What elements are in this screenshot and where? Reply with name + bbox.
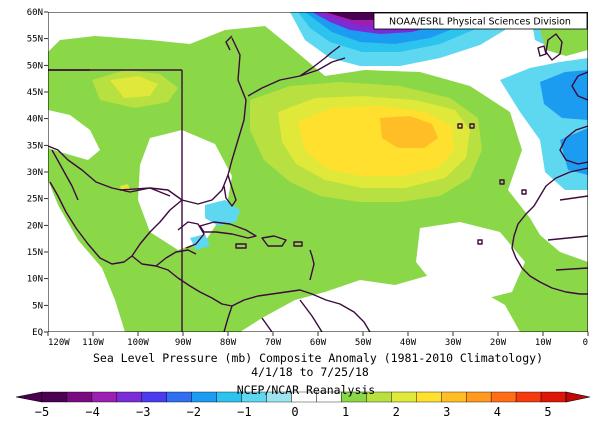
colorbar-label: −3 [136, 405, 150, 419]
lat-tick-label: 40N [27, 115, 43, 125]
colorbar-label: 3 [443, 405, 450, 419]
lon-tick-label: 120W [48, 338, 70, 348]
lat-tick-label: 60N [27, 8, 43, 18]
credit-text: NOAA/ESRL Physical Sciences Division [389, 17, 571, 28]
lat-tick-label: 35N [27, 141, 43, 151]
contour-blue-ne [540, 70, 588, 120]
colorbar-segment [41, 391, 68, 403]
lon-tick-label: 100W [127, 338, 149, 348]
lon-tick-label: 60W [310, 338, 327, 348]
lat-tick-label: 45N [27, 88, 43, 98]
lon-tick-label: 10W [535, 338, 552, 348]
lat-tick-label: 50N [27, 61, 43, 71]
colorbar-label: −4 [85, 405, 99, 419]
colorbar-segment [391, 391, 417, 403]
colorbar-label: 2 [393, 405, 400, 419]
lon-tick-label: 90W [175, 338, 192, 348]
contour-white-west [48, 110, 100, 160]
lon-tick-label: 30W [445, 338, 462, 348]
colorbar-label: −5 [35, 405, 49, 419]
colorbar-label: 1 [342, 405, 349, 419]
colorbar-segment [441, 391, 467, 403]
longitude-axis: 120W 110W 100W 90W 80W 70W 60W 50W 40W 30W 20W 10W 0 [47, 332, 589, 348]
colorbar-segment [490, 391, 517, 403]
contour-white-east [416, 222, 525, 300]
lon-tick-label: 110W [82, 338, 104, 348]
credit-box: NOAA/ESRL Physical Sciences Division [373, 12, 588, 30]
contour-white-south [330, 292, 440, 332]
figure-title: Sea Level Pressure (mb) Composite Anomal… [93, 351, 543, 365]
colorbar-label: 4 [494, 405, 501, 419]
contour-cyan-gulf-small [190, 234, 210, 250]
credit-box-bg [373, 12, 588, 30]
colorbar-segment [141, 391, 167, 403]
lon-tick-label: 20W [490, 338, 507, 348]
colorbar-label: 0 [291, 405, 298, 419]
colorbar-segment [416, 391, 442, 403]
colorbar-segment [465, 391, 492, 403]
lat-tick-label: 30N [27, 168, 43, 178]
lon-tick-label: 0 [583, 338, 588, 348]
colorbar-segment [515, 391, 542, 403]
colorbar-segment [116, 391, 143, 403]
date-range: 4/1/18 to 7/25/18 [251, 365, 369, 379]
lat-tick-label: EQ [32, 328, 43, 338]
colorbar-segment [66, 391, 93, 403]
contour-cyan-caribbean [205, 200, 240, 226]
lat-tick-label: 5N [32, 301, 43, 311]
colorbar-left-arrow [15, 391, 43, 403]
lat-tick-label: 55N [27, 35, 43, 45]
colorbar: −5 −4 −3 −2 −1 0 1 2 3 4 5 [15, 391, 591, 419]
colorbar-segment [91, 391, 118, 403]
colorbar-right-arrow [565, 391, 591, 403]
map-panel [48, 12, 588, 332]
colorbar-label: 5 [544, 405, 551, 419]
contour-yellow-west [110, 76, 158, 98]
contour-green-ne [540, 22, 588, 56]
lon-tick-label: 50W [355, 338, 372, 348]
colorbar-segment [540, 391, 567, 403]
colorbar-label: −1 [237, 405, 251, 419]
lat-tick-label: 10N [27, 275, 43, 285]
lat-tick-label: 20N [27, 221, 43, 231]
lat-tick-label: 15N [27, 248, 43, 258]
coastlines [48, 33, 588, 332]
colorbar-label: −2 [187, 405, 201, 419]
lon-tick-label: 80W [220, 338, 237, 348]
data-source: NCEP/NCAR Reanalysis [237, 383, 375, 397]
lon-tick-label: 70W [265, 338, 282, 348]
colorbar-segment [191, 391, 217, 403]
lon-tick-label: 40W [400, 338, 417, 348]
latitude-axis: 60N 55N 50N 45N 40N 35N 30N 25N 20N 15N 10N 5N EQ [27, 8, 48, 338]
contour-orange [380, 116, 438, 148]
lat-tick-label: 25N [27, 195, 43, 205]
colorbar-segment [166, 391, 192, 403]
